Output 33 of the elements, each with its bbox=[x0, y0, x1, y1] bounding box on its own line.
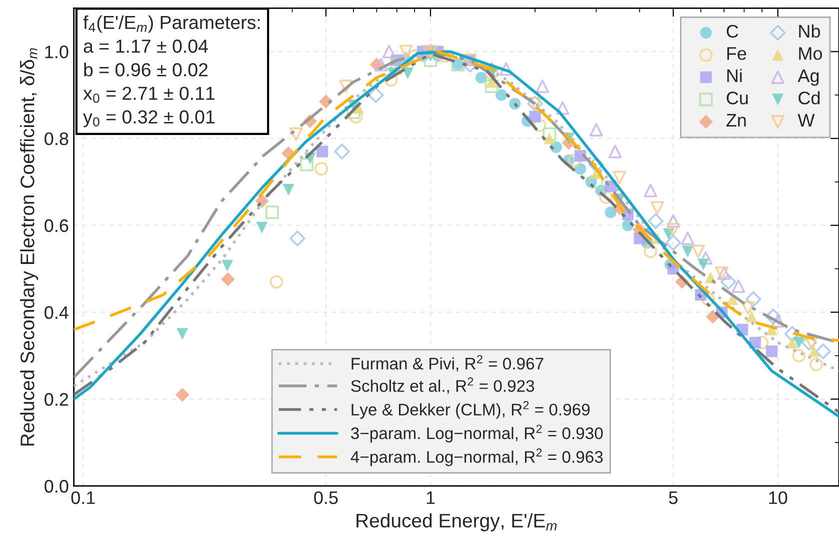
annotation: y$_{0}$ = 0.32 ± 0.01 bbox=[83, 110, 215, 128]
legend-label: 3−param. Log−normal, R$^{2}$ = 0.930 bbox=[351, 424, 603, 442]
annotation: x$_{0}$ = 2.71 ± 0.11 bbox=[83, 86, 215, 103]
y-tick-label: 0.2 bbox=[44, 393, 68, 406]
legend-label: Nb bbox=[799, 24, 820, 38]
y-tick-label: 0.8 bbox=[44, 132, 68, 146]
legend-label: Scholtz et al., R$^{2}$ = 0.923 bbox=[351, 377, 534, 394]
x-tick-label: 0.1 bbox=[71, 491, 95, 504]
x-tick-label: 1 bbox=[426, 492, 435, 504]
legend-label: Cd bbox=[798, 91, 820, 104]
y-tick-label: 0.4 bbox=[44, 306, 68, 319]
legend-label: Mo bbox=[799, 47, 822, 60]
y-axis-title: Reduced Secondary Electron Coefficient, δ/δ$_{m}$ bbox=[20, 48, 38, 446]
legend-label: Furman & Pivi, R$^{2}$ = 0.967 bbox=[352, 355, 544, 372]
x-tick-label: 0.5 bbox=[314, 491, 338, 504]
x-axis-title: Reduced Energy, E'/E$_{m}$ bbox=[356, 513, 557, 532]
legend-label: C bbox=[726, 24, 738, 38]
y-tick-label: 1.0 bbox=[45, 46, 68, 58]
legend-label: Zn bbox=[726, 114, 746, 126]
legend-label: Ag bbox=[798, 70, 819, 86]
legend-label: Ni bbox=[727, 68, 742, 82]
legend-label: Cu bbox=[726, 92, 748, 104]
y-tick-label: 0.0 bbox=[44, 480, 68, 493]
y-tick-label: 0.6 bbox=[44, 219, 68, 232]
x-tick-label: 10 bbox=[769, 491, 788, 504]
annotation: a = 1.17 ± 0.04 bbox=[84, 40, 208, 53]
annotation: f$_{4}$(E'/E$_{m}$) Parameters: bbox=[83, 15, 260, 33]
legend-label: Fe bbox=[727, 47, 746, 60]
legend-label: W bbox=[798, 114, 815, 126]
legend-label: Lye & Dekker (CLM), R$^{2}$ = 0.969 bbox=[352, 401, 590, 419]
annotation: b = 0.96 ± 0.02 bbox=[84, 62, 208, 76]
legend-label: 4−param. Log−normal, R$^{2}$ = 0.963 bbox=[350, 448, 603, 466]
x-tick-label: 5 bbox=[668, 492, 678, 504]
